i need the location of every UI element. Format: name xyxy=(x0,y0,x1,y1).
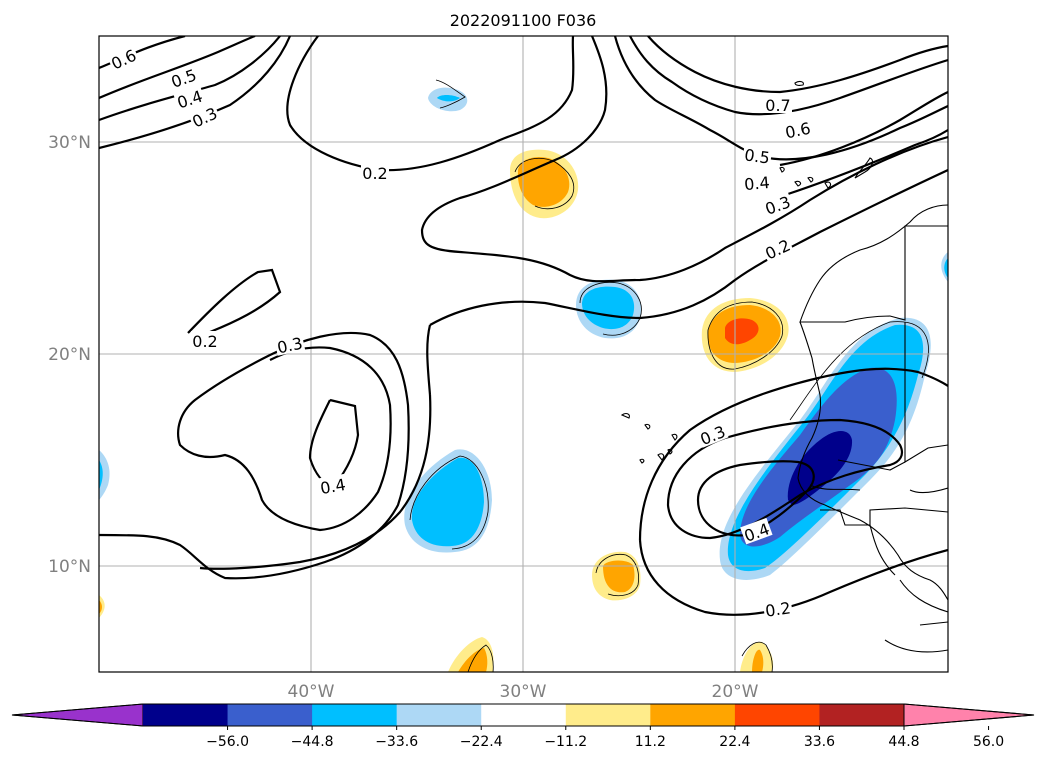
contour-label-group: 0.6 0.5 0.4 0.3 0.2 0.2 0.3 0.4 0.2 0.7 … xyxy=(106,44,814,621)
fill-orange-9n xyxy=(603,560,635,593)
contour-label: 0.6 xyxy=(782,117,814,142)
svg-text:0.5: 0.5 xyxy=(743,145,771,167)
colorbar-extend-min xyxy=(11,703,144,727)
fill-sky-blue-small xyxy=(582,286,635,330)
graticule xyxy=(99,36,948,672)
colorbar-tick-label: −11.2 xyxy=(544,734,587,750)
map-area xyxy=(99,36,948,672)
contour-label: 0.2 xyxy=(361,163,389,183)
colorbar-segment xyxy=(650,704,736,726)
colorbar-tick-label: −44.8 xyxy=(291,734,334,750)
colorbar-tick-label: 11.2 xyxy=(635,734,666,750)
colorbar-segment xyxy=(819,704,905,726)
contour-label: 0.2 xyxy=(191,331,219,351)
fill-sky-blue-mid xyxy=(411,457,484,547)
colorbar-tick-label: 44.8 xyxy=(888,734,919,750)
lat-label-30n: 30°N xyxy=(48,133,91,153)
fill-edge-left-blue xyxy=(99,450,110,500)
colorbar-segment xyxy=(143,704,229,726)
colorbar-segment xyxy=(565,704,651,726)
colorbar-tick-label: 56.0 xyxy=(973,734,1004,750)
fill-orange-bottom-right xyxy=(752,649,764,672)
svg-text:0.6: 0.6 xyxy=(783,119,812,143)
svg-text:0.2: 0.2 xyxy=(362,164,387,183)
lon-label-40w: 40°W xyxy=(288,682,335,702)
fill-edge-left-orange-core xyxy=(99,600,102,614)
lat-label-10n: 10°N xyxy=(48,557,91,577)
colorbar-tick-label: −33.6 xyxy=(375,734,418,750)
contour-label: 0.4 xyxy=(317,473,349,498)
contour-label: 0.2 xyxy=(762,597,793,621)
fill-navy-core xyxy=(787,431,853,505)
contour-label: 0.2 xyxy=(760,234,794,264)
contour-label: 0.6 xyxy=(106,44,140,74)
contour-label: 0.3 xyxy=(695,420,729,449)
contour-label: 0.4 xyxy=(740,517,773,546)
fill-edge-right-blue-core xyxy=(944,258,948,278)
colorbar-tick-label: 33.6 xyxy=(804,734,835,750)
colorbar-segment xyxy=(227,704,313,726)
lon-label-30w: 30°W xyxy=(500,682,547,702)
colorbar-segment xyxy=(312,704,398,726)
fill-edge-left-blue-core xyxy=(99,460,103,490)
svg-text:0.4: 0.4 xyxy=(319,475,347,498)
colorbar-tick-label: −22.4 xyxy=(460,734,503,750)
svg-text:0.2: 0.2 xyxy=(192,332,217,351)
lat-label-20n: 20°N xyxy=(48,345,91,365)
svg-text:0.6: 0.6 xyxy=(108,46,139,74)
fill-red-21n xyxy=(725,318,759,345)
svg-text:0.3: 0.3 xyxy=(275,334,304,358)
colorbar-tick-label: 22.4 xyxy=(719,734,750,750)
svg-text:0.7: 0.7 xyxy=(765,96,790,115)
contour-label: 0.7 xyxy=(764,95,792,115)
contour-label: 0.4 xyxy=(742,171,772,194)
colorbar-segment xyxy=(734,704,820,726)
contour-label: 0.3 xyxy=(761,190,794,219)
colorbar-segment xyxy=(481,704,567,726)
colorbar-segment xyxy=(396,704,482,726)
thin-contours xyxy=(409,79,929,672)
fill-sky-blue-tiny xyxy=(437,95,460,102)
svg-text:0.4: 0.4 xyxy=(743,173,770,194)
map-frame xyxy=(98,35,949,673)
colorbar-extend-max xyxy=(903,703,1035,727)
contour-label: 0.5 xyxy=(742,144,773,168)
colorbar: −56.0 −44.8 −33.6 −22.4 −11.2 11.2 22.4 33.6 44.… xyxy=(11,703,1035,750)
figure-title: 2022091100 F036 xyxy=(450,11,597,30)
contour-label: 0.3 xyxy=(274,332,306,357)
svg-text:0.2: 0.2 xyxy=(764,598,792,620)
colorbar-outline xyxy=(11,703,1035,727)
lon-label-20w: 20°W xyxy=(712,682,759,702)
colorbar-tick-label: −56.0 xyxy=(206,734,249,750)
contour-lines xyxy=(99,36,948,616)
